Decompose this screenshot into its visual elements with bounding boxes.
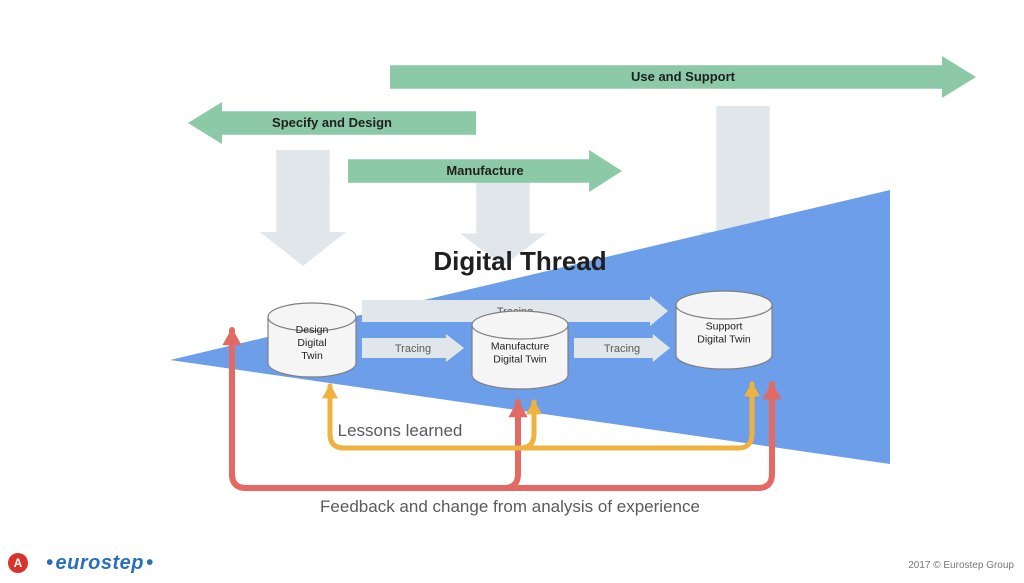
- tracing-label-2: Tracing: [604, 343, 640, 355]
- diagram-svg: Use and Support Specify and Design Manufac…: [0, 0, 1024, 583]
- footer-brand: eurostep: [44, 552, 156, 575]
- phase-arrow-label-1: Specify and Design: [272, 115, 392, 130]
- cylinder-design-label-1: Digital: [297, 337, 326, 349]
- footer-copyright: 2017 © Eurostep Group: [908, 560, 1014, 571]
- tracing-label-1: Tracing: [395, 343, 431, 355]
- cylinder-design-label-0: Design: [296, 324, 329, 336]
- cylinder-manufacture-label-0: Manufacture: [491, 340, 550, 352]
- footer: A eurostep 2017 © Eurostep Group: [0, 549, 1024, 577]
- feedback-label: Lessons learned: [338, 421, 463, 440]
- phase-arrow-label-2: Manufacture: [446, 163, 523, 178]
- cylinder-support-label-1: Digital Twin: [697, 334, 751, 346]
- digital-thread-title: Digital Thread: [433, 246, 606, 276]
- phase-arrow-label-0: Use and Support: [631, 69, 736, 84]
- arrowhead: [322, 384, 338, 398]
- footer-badge-icon: A: [8, 553, 28, 573]
- diagram-stage: Use and Support Specify and Design Manufac…: [0, 0, 1024, 583]
- cylinder-support-label-0: Support: [706, 320, 743, 332]
- cylinder-design-label-2: Twin: [301, 350, 323, 362]
- feedback-label: Feedback and change from analysis of exp…: [320, 497, 700, 516]
- cylinder-manufacture-label-1: Digital Twin: [493, 354, 547, 366]
- down-arrow-0: [260, 150, 346, 266]
